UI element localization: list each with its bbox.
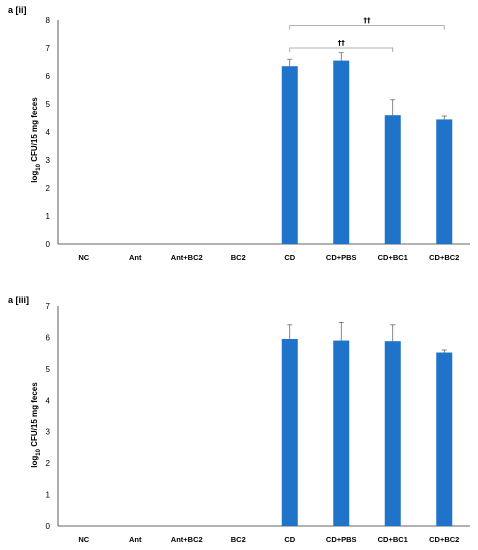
y-tick-label: 6 — [46, 72, 51, 81]
y-tick-label: 5 — [46, 365, 51, 374]
y-tick-label: 6 — [46, 333, 51, 342]
x-tick-label: CD+PBS — [326, 253, 357, 262]
y-tick-label: 7 — [46, 302, 51, 311]
bar — [436, 119, 453, 244]
x-ticks: NC Ant Ant+BC2 BC2 CD CD+PBS CD+BC1 CD+BC2 — [78, 535, 459, 544]
error-bars — [287, 321, 447, 353]
y-ticks: 0 1 2 3 4 5 6 7 8 — [46, 16, 51, 249]
bar — [281, 66, 298, 244]
y-tick-label: 3 — [46, 428, 51, 437]
bar — [436, 352, 453, 526]
y-tick-label: 4 — [46, 128, 51, 137]
significance-bracket — [289, 25, 445, 30]
x-tick-label: CD+BC1 — [378, 535, 408, 544]
y-tick-label: 0 — [46, 240, 51, 249]
significance-brackets: †† †† — [289, 17, 445, 52]
x-tick-label: Ant — [129, 253, 142, 262]
x-tick-label: CD+BC2 — [429, 253, 459, 262]
y-tick-label: 5 — [46, 100, 51, 109]
x-tick-label: BC2 — [231, 535, 246, 544]
x-tick-label: Ant+BC2 — [171, 253, 203, 262]
bar — [333, 60, 350, 244]
y-tick-label: 1 — [46, 212, 51, 221]
y-tick-label: 7 — [46, 44, 51, 53]
y-axis-label: log10 CFU/15 mg feces — [30, 97, 42, 183]
x-tick-label: CD+PBS — [326, 535, 357, 544]
x-ticks: NC Ant Ant+BC2 BC2 CD CD+PBS CD+BC1 CD+BC2 — [78, 253, 459, 262]
y-tick-label: 8 — [46, 16, 51, 25]
panel-label: a [iii] — [8, 295, 29, 305]
x-tick-label: NC — [78, 253, 89, 262]
axes — [57, 306, 470, 527]
x-tick-label: CD+BC2 — [429, 535, 459, 544]
y-tick-label: 2 — [46, 184, 51, 193]
y-axis-label: log10 CFU/15 mg feces — [30, 382, 42, 468]
y-tick-label: 1 — [46, 491, 51, 500]
x-tick-label: CD — [284, 253, 295, 262]
axes — [57, 20, 470, 245]
x-tick-label: CD — [284, 535, 295, 544]
chart-panel-a-ii: a [ii] log10 CFU/15 mg feces 0 1 2 3 4 5 6 7 8 N… — [8, 5, 470, 262]
x-tick-label: BC2 — [231, 253, 246, 262]
bar — [384, 115, 401, 244]
panel-label: a [ii] — [8, 5, 27, 15]
y-tick-label: 2 — [46, 459, 51, 468]
x-tick-label: CD+BC1 — [378, 253, 408, 262]
y-tick-label: 4 — [46, 396, 51, 405]
bars — [281, 339, 453, 526]
x-tick-label: NC — [78, 535, 89, 544]
significance-bracket — [289, 47, 394, 52]
bar — [281, 339, 298, 526]
chart-panel-a-iii: a [iii] log10 CFU/15 mg feces 0 1 2 3 4 5 6 7 N… — [8, 295, 470, 544]
y-ticks: 0 1 2 3 4 5 6 7 — [46, 302, 51, 531]
y-tick-label: 0 — [46, 522, 51, 531]
x-tick-label: Ant+BC2 — [171, 535, 203, 544]
bar — [333, 340, 350, 526]
y-tick-label: 3 — [46, 156, 51, 165]
significance-label: †† — [364, 17, 372, 25]
error-bars — [287, 52, 447, 120]
bar — [384, 341, 401, 526]
significance-label: †† — [338, 39, 346, 47]
x-tick-label: Ant — [129, 535, 142, 544]
bars — [281, 60, 453, 244]
